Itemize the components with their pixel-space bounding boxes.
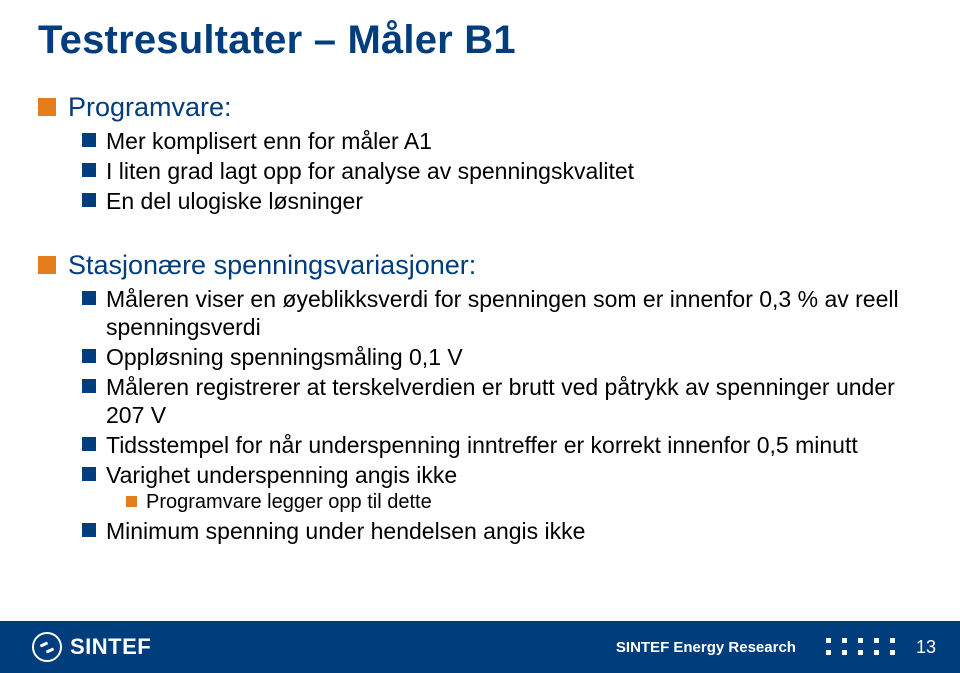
- list-item: Tidsstempel for når underspenning inntre…: [106, 431, 858, 459]
- section-label: Programvare:: [68, 91, 232, 125]
- section-stasjonaere: Stasjonære spenningsvariasjoner: Måleren…: [38, 249, 922, 545]
- list-item: En del ulogiske løsninger: [106, 187, 363, 215]
- slide: Testresultater – Måler B1 Programvare: M…: [0, 0, 960, 673]
- bullet-l2-icon: [82, 467, 96, 481]
- page-number: 13: [916, 637, 936, 658]
- footer-subtitle: SINTEF Energy Research: [151, 639, 826, 656]
- section-items: Mer komplisert enn for måler A1 I liten …: [82, 127, 922, 215]
- list-item: Varighet underspenning angis ikke: [106, 461, 457, 489]
- bullet-l2-icon: [82, 523, 96, 537]
- list-item: Måleren registrerer at terskelverdien er…: [106, 373, 922, 429]
- dot-grid-icon: [826, 638, 896, 656]
- section-label: Stasjonære spenningsvariasjoner:: [68, 249, 476, 283]
- sintef-logo: SINTEF: [32, 632, 151, 662]
- content-list: Programvare: Mer komplisert enn for måle…: [38, 91, 922, 545]
- slide-title: Testresultater – Måler B1: [38, 18, 922, 63]
- bullet-l2-icon: [82, 349, 96, 363]
- list-item: I liten grad lagt opp for analyse av spe…: [106, 157, 634, 185]
- spacer: [38, 225, 922, 239]
- footer-bar: SINTEF SINTEF Energy Research 13: [0, 621, 960, 673]
- section-items: Måleren viser en øyeblikksverdi for spen…: [82, 285, 922, 545]
- list-item: Måleren viser en øyeblikksverdi for spen…: [106, 285, 922, 341]
- logo-text: SINTEF: [70, 634, 151, 660]
- bullet-l3-icon: [126, 496, 137, 507]
- bullet-l2-icon: [82, 193, 96, 207]
- bullet-l1-icon: [38, 98, 56, 116]
- list-item: Mer komplisert enn for måler A1: [106, 127, 432, 155]
- bullet-l1-icon: [38, 256, 56, 274]
- bullet-l2-icon: [82, 437, 96, 451]
- bullet-l2-icon: [82, 163, 96, 177]
- bullet-l2-icon: [82, 291, 96, 305]
- section-programvare: Programvare: Mer komplisert enn for måle…: [38, 91, 922, 215]
- bullet-l2-icon: [82, 379, 96, 393]
- logo-circle-icon: [32, 632, 62, 662]
- sub-items: Programvare legger opp til dette: [126, 490, 922, 515]
- list-item: Oppløsning spenningsmåling 0,1 V: [106, 343, 463, 371]
- list-item: Minimum spenning under hendelsen angis i…: [106, 517, 585, 545]
- list-item: Programvare legger opp til dette: [146, 490, 432, 515]
- bullet-l2-icon: [82, 133, 96, 147]
